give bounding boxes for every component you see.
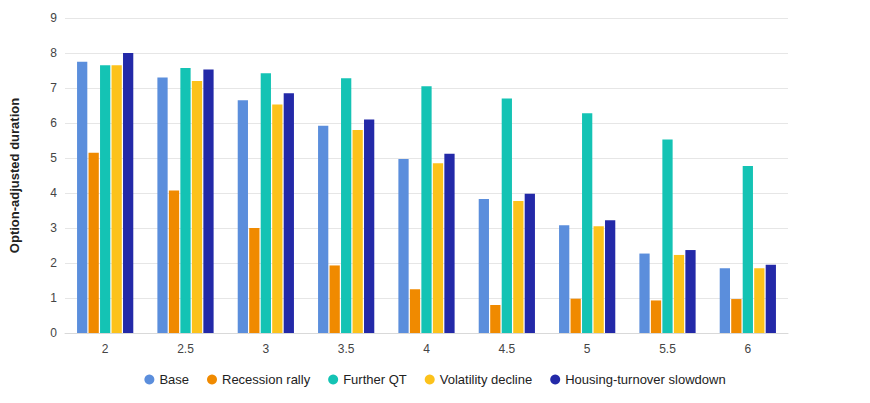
svg-text:Housing-turnover slowdown: Housing-turnover slowdown	[565, 372, 725, 387]
svg-text:1: 1	[50, 291, 57, 305]
svg-text:Volatility decline: Volatility decline	[440, 372, 533, 387]
svg-text:4: 4	[423, 342, 430, 356]
svg-text:Option-adjusted duration: Option-adjusted duration	[7, 98, 22, 253]
svg-text:4.5: 4.5	[498, 342, 515, 356]
svg-text:Further QT: Further QT	[343, 372, 407, 387]
svg-text:8: 8	[50, 46, 57, 60]
svg-text:5.5: 5.5	[659, 342, 676, 356]
svg-text:5: 5	[584, 342, 591, 356]
svg-text:2: 2	[50, 256, 57, 270]
svg-text:3: 3	[50, 221, 57, 235]
svg-text:2.5: 2.5	[177, 342, 194, 356]
svg-text:5: 5	[50, 151, 57, 165]
svg-text:6: 6	[50, 116, 57, 130]
svg-text:7: 7	[50, 81, 57, 95]
svg-text:2: 2	[102, 342, 109, 356]
svg-text:4: 4	[50, 186, 57, 200]
svg-text:Base: Base	[159, 372, 189, 387]
svg-text:9: 9	[50, 11, 57, 25]
svg-text:Recession rally: Recession rally	[222, 372, 311, 387]
svg-text:3: 3	[262, 342, 269, 356]
svg-text:0: 0	[50, 326, 57, 340]
svg-text:6: 6	[744, 342, 751, 356]
svg-text:3.5: 3.5	[338, 342, 355, 356]
